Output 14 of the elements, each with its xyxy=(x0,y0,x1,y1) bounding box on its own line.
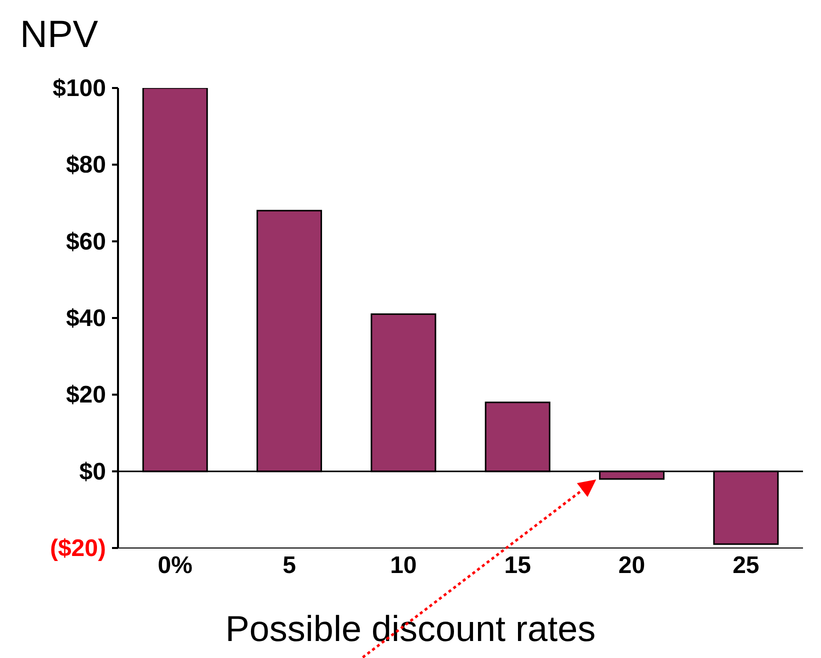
y-tick-label: ($20) xyxy=(50,535,106,562)
x-tick-label: 25 xyxy=(732,552,760,580)
x-tick-label: 10 xyxy=(390,552,417,580)
y-tick-label: $80 xyxy=(66,152,106,179)
y-tick-label: $0 xyxy=(79,458,106,486)
x-tick-label: 0% xyxy=(158,552,192,580)
x-tick-label: 20 xyxy=(618,552,646,580)
y-tick-label: $60 xyxy=(66,228,106,256)
x-tick-label: 5 xyxy=(282,552,296,580)
y-tick-label: $20 xyxy=(66,382,106,409)
y-tick-label: $100 xyxy=(52,75,106,102)
x-tick-label: 15 xyxy=(504,552,531,580)
y-tick-label: $40 xyxy=(66,305,106,332)
chart-title: NPV xyxy=(20,14,98,57)
